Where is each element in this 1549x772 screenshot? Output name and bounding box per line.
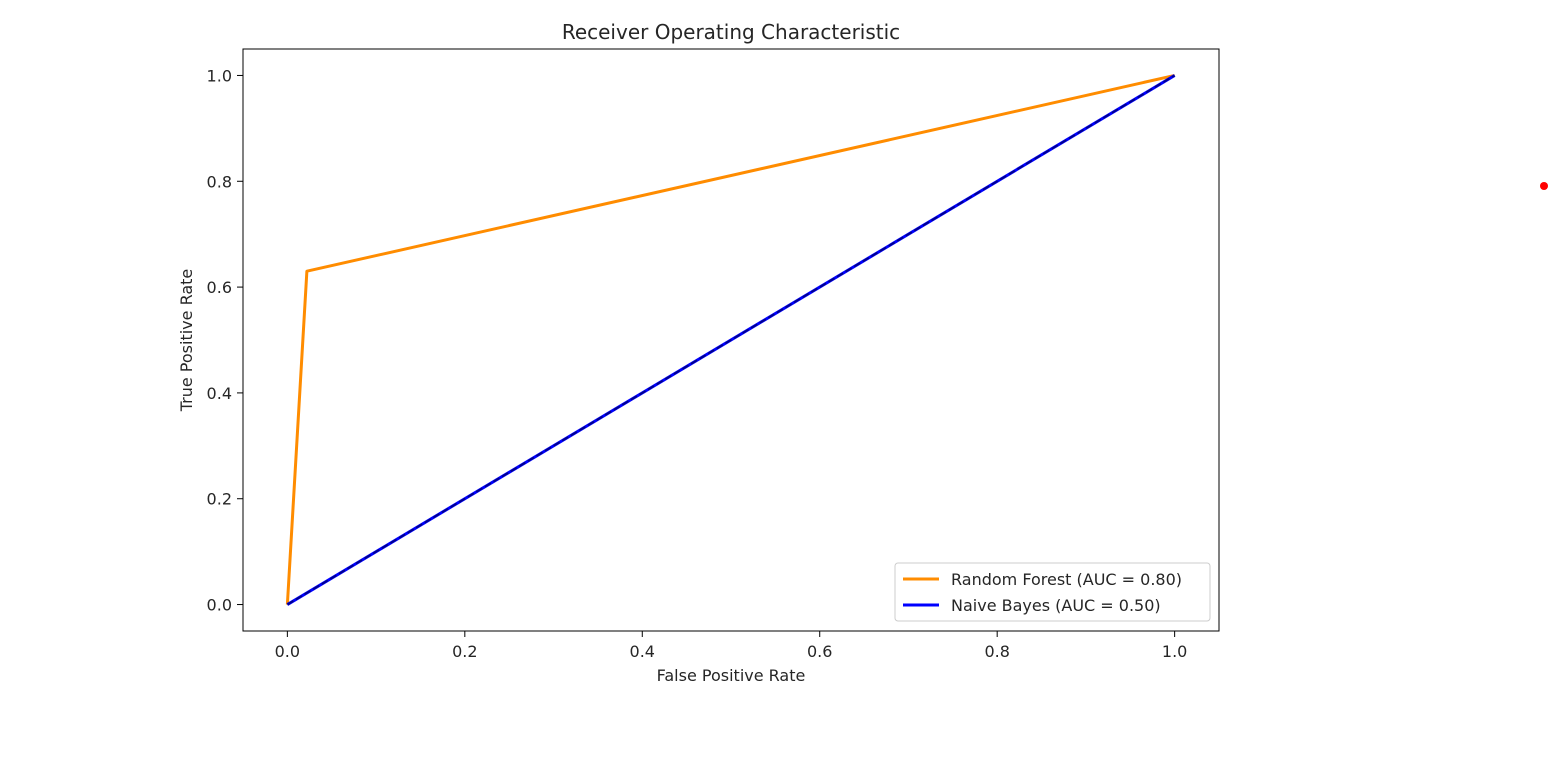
legend-label-naive-bayes: Naive Bayes (AUC = 0.50) [951, 596, 1161, 615]
x-tick-label: 0.8 [984, 642, 1009, 661]
x-tick-label: 0.6 [807, 642, 832, 661]
y-tick-label: 0.0 [207, 596, 232, 615]
y-axis-ticks: 0.0 0.2 0.4 0.6 0.8 1.0 [207, 66, 243, 615]
y-axis-label: True Positive Rate [177, 269, 196, 413]
red-marker-dot [1540, 182, 1548, 190]
y-tick-label: 1.0 [207, 66, 232, 85]
y-tick-label: 0.4 [207, 384, 232, 403]
y-tick-label: 0.8 [207, 172, 232, 191]
y-tick-label: 0.6 [207, 278, 232, 297]
x-tick-label: 0.0 [275, 642, 300, 661]
x-tick-label: 0.4 [630, 642, 655, 661]
reference-diagonal-line [286, 74, 1176, 606]
legend-label-random-forest: Random Forest (AUC = 0.80) [951, 570, 1182, 589]
legend-box [894, 562, 1211, 622]
x-axis-label: False Positive Rate [657, 666, 806, 685]
x-tick-label: 0.2 [452, 642, 477, 661]
x-tick-label: 1.0 [1162, 642, 1187, 661]
plot-frame [242, 48, 1220, 632]
legend: Random Forest (AUC = 0.80) Naive Bayes (… [894, 562, 1211, 622]
series-layer [285, 73, 1176, 606]
x-axis-ticks: 0.0 0.2 0.4 0.6 0.8 1.0 [275, 631, 1187, 661]
y-tick-label: 0.2 [207, 490, 232, 509]
series-line-random-forest [285, 73, 1175, 605]
chart-title: Receiver Operating Characteristic [562, 20, 900, 44]
